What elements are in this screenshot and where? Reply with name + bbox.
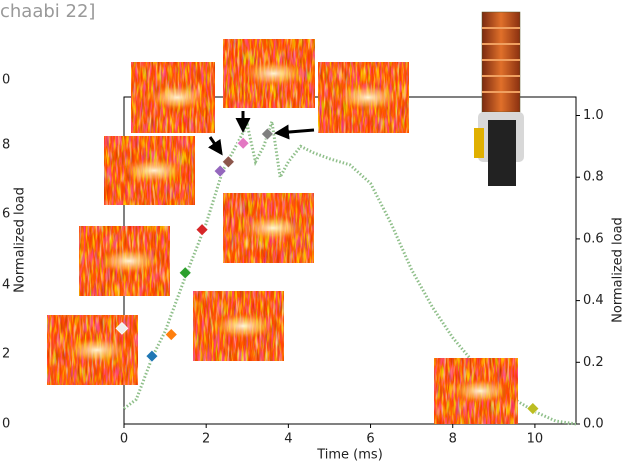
x-tick-label: 10 (527, 432, 544, 447)
specimen-image (474, 12, 524, 186)
x-tick-label: 8 (449, 432, 457, 447)
x-tick-label: 0 (120, 432, 128, 447)
inset-glow (211, 313, 275, 338)
y2-axis-label: Normalized load (611, 217, 626, 323)
title: chaabi 22] (0, 1, 95, 22)
left-tick-label: 0 (2, 417, 10, 432)
y-tick-label: 0.6 (583, 231, 604, 246)
left-tick-label: 4 (2, 278, 10, 293)
x-tick-label: 2 (202, 432, 210, 447)
x-tick-label: 6 (366, 432, 374, 447)
y-axis-label: Normalized load (13, 187, 28, 293)
left-tick-label: 8 (2, 138, 10, 153)
y-tick-label: 0.0 (583, 417, 604, 432)
inset-glow (122, 158, 186, 183)
inset-glow (65, 337, 129, 362)
y-tick-label: 0.8 (583, 170, 604, 185)
chart: chaabi 22] 0 2 4 6 8 10 0.0 0.2 0.4 0.6 0.8 1.0 0 8 6 4… (0, 0, 627, 468)
y-tick-label: 0.4 (583, 293, 604, 308)
marker (237, 137, 249, 149)
marker (179, 267, 191, 279)
inset-glow (97, 248, 161, 273)
inset-glow (451, 379, 510, 403)
left-tick-label: 2 (2, 347, 10, 362)
inset-glow (148, 85, 207, 111)
marker (165, 329, 177, 341)
marker (527, 403, 539, 415)
marker (222, 156, 234, 168)
left-tick-label: 6 (2, 207, 10, 222)
x-axis-label: Time (ms) (316, 448, 383, 463)
marker (261, 128, 273, 140)
inset-glow (336, 85, 400, 111)
x-tick-label: 4 (284, 432, 292, 447)
inset-glow (241, 215, 305, 240)
arrows (210, 111, 314, 153)
left-tick-label: 0 (2, 73, 10, 88)
marker (214, 165, 226, 177)
y-tick-label: 1.0 (583, 108, 604, 123)
marker (196, 224, 208, 236)
inset-glow (241, 61, 305, 86)
y-tick-label: 0.2 (583, 355, 604, 370)
